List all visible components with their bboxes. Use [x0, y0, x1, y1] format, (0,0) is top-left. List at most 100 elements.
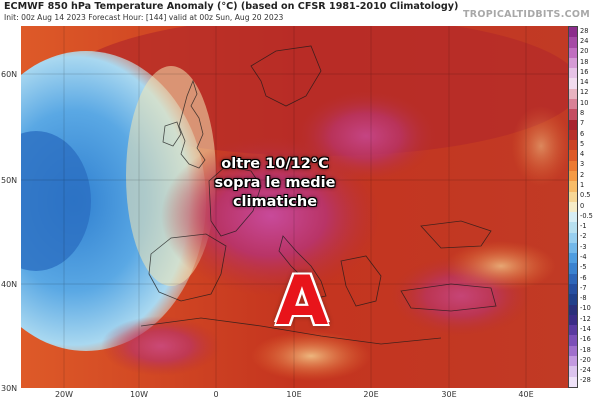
- coast-anatolia: [400, 283, 497, 312]
- colorbar-tick-label: -24: [580, 366, 591, 375]
- lon-label-0: 0: [213, 390, 219, 399]
- colorbar-tick-label: 1: [580, 180, 585, 189]
- central-europe-hot-core: [161, 136, 381, 296]
- lon-label-20e: 20E: [363, 390, 379, 399]
- colorbar-segment: [569, 294, 577, 305]
- coastlines: [140, 45, 497, 345]
- caucasus-warm-spot: [446, 241, 556, 291]
- coast-italy: [278, 235, 327, 299]
- colorbar-segment: [569, 27, 577, 38]
- eastern-europe-hot-core: [296, 91, 436, 181]
- map-title: ECMWF 850 hPa Temperature Anomaly (°C) (…: [4, 1, 459, 12]
- colorbar-tick-label: -0.5: [580, 211, 593, 220]
- libya-warm-spot: [251, 331, 371, 381]
- colorbar-segment: [569, 253, 577, 264]
- coast-north-africa: [140, 317, 442, 345]
- colorbar-segment: [569, 376, 577, 387]
- colorbar-segment: [569, 356, 577, 367]
- colorbar-segment: [569, 140, 577, 151]
- colorbar-segment: [569, 119, 577, 130]
- colorbar-tick-label: -18: [580, 345, 591, 354]
- colorbar-tick-label: -16: [580, 335, 591, 344]
- colorbar-tick-label: 14: [580, 78, 589, 87]
- colorbar-segment: [569, 109, 577, 120]
- coast-black-sea: [420, 220, 492, 249]
- lat-label-40n: 40N: [1, 280, 18, 289]
- north-africa-hot-core: [101, 316, 221, 376]
- colorbar-tick-label: 12: [580, 88, 589, 97]
- colorbar-segment: [569, 335, 577, 346]
- lat-label-50n: 50N: [1, 176, 18, 185]
- colorbar-tick-label: 20: [580, 47, 589, 56]
- lon-label-10e: 10E: [286, 390, 302, 399]
- colorbar-tick-label: 18: [580, 57, 589, 66]
- coast-great-britain: [178, 79, 206, 169]
- coast-balkans: [340, 255, 382, 307]
- colorbar-tick-label: -12: [580, 314, 591, 323]
- coast-iberia: [148, 233, 227, 302]
- colorbar-tick-label: -20: [580, 355, 591, 364]
- colorbar-tick-label: -28: [580, 376, 591, 385]
- colorbar-labels: 28 24 20 18 16 14 12 10 8 7 6 5 4 3 2 1 0.5 0 -0.5 -1 -2 -3 -4…: [580, 26, 600, 388]
- colorbar-segment: [569, 366, 577, 377]
- colorbar-tick-label: 28: [580, 26, 589, 35]
- temperature-anomaly-map: [21, 26, 568, 388]
- graticule: [21, 26, 568, 388]
- colorbar: [568, 26, 578, 388]
- colorbar-segment: [569, 181, 577, 192]
- annotation-line-1: oltre 10/12°C: [221, 156, 329, 172]
- colorbar-tick-label: -2: [580, 232, 587, 241]
- colorbar-tick-label: 5: [580, 139, 585, 148]
- colorbar-tick-label: -5: [580, 263, 587, 272]
- colorbar-segment: [569, 325, 577, 336]
- colorbar-tick-label: 7: [580, 119, 585, 128]
- colorbar-tick-label: -4: [580, 252, 587, 261]
- colorbar-tick-label: -7: [580, 283, 587, 292]
- anomaly-annotation: oltre 10/12°C sopra le medie climatiche: [200, 155, 350, 212]
- map-canvas: [21, 26, 568, 388]
- colorbar-tick-label: -14: [580, 324, 591, 333]
- colorbar-segment: [569, 57, 577, 69]
- colorbar-tick-label: 0: [580, 201, 585, 210]
- colorbar-segment: [569, 263, 577, 274]
- brand-watermark: TROPICALTIDBITS.COM: [463, 9, 590, 20]
- colorbar-segment: [569, 314, 577, 326]
- atlantic-cold-core: [21, 131, 91, 271]
- colorbar-tick-label: 24: [580, 36, 589, 45]
- lon-label-20w: 20W: [54, 390, 74, 399]
- colorbar-segment: [569, 304, 577, 315]
- map-subtitle: Init: 00z Aug 14 2023 Forecast Hour: [14…: [4, 13, 284, 22]
- colorbar-segment: [569, 242, 577, 254]
- lat-label-60n: 60N: [1, 70, 18, 79]
- colorbar-segment: [569, 88, 577, 99]
- colorbar-tick-label: 8: [580, 108, 585, 117]
- colorbar-tick-label: 3: [580, 160, 585, 169]
- colorbar-tick-label: -1: [580, 222, 587, 231]
- colorbar-segment: [569, 37, 577, 48]
- colorbar-tick-label: -10: [580, 304, 591, 313]
- chart-header: ECMWF 850 hPa Temperature Anomaly (°C) (…: [0, 0, 600, 26]
- colorbar-segment: [569, 160, 577, 171]
- colorbar-tick-label: 16: [580, 67, 589, 76]
- annotation-line-3: climatiche: [232, 194, 318, 210]
- colorbar-segment: [569, 212, 577, 223]
- colorbar-segment: [569, 150, 577, 161]
- lon-label-10w: 10W: [129, 390, 149, 399]
- colorbar-segment: [569, 78, 577, 89]
- colorbar-segment: [569, 191, 577, 202]
- russia-warm-spot: [511, 106, 568, 186]
- colorbar-segment: [569, 129, 577, 141]
- lon-label-40e: 40E: [518, 390, 534, 399]
- colorbar-tick-label: -8: [580, 294, 587, 303]
- colorbar-tick-label: -6: [580, 273, 587, 282]
- colorbar-segment: [569, 98, 577, 110]
- colorbar-segment: [569, 273, 577, 285]
- colorbar-segment: [569, 170, 577, 182]
- colorbar-tick-label: 0.5: [580, 191, 591, 200]
- lat-label-30n: 30N: [1, 384, 18, 393]
- coast-france: [208, 165, 262, 237]
- colorbar-segment: [569, 222, 577, 233]
- coast-scandinavia: [250, 45, 322, 107]
- colorbar-segment: [569, 345, 577, 356]
- colorbar-segment: [569, 47, 577, 58]
